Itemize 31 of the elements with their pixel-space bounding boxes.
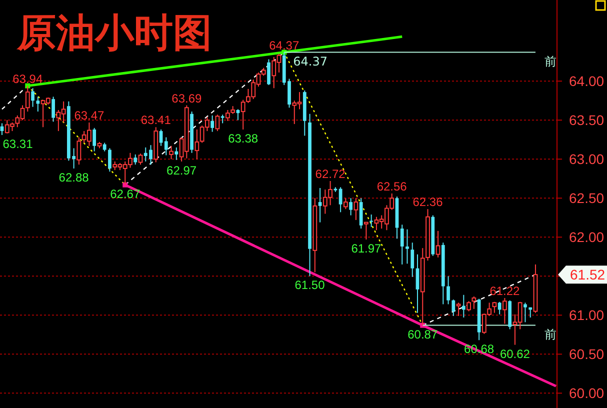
text: 62.72: [315, 166, 346, 181]
text: 61.97: [351, 241, 382, 256]
text: 63.94: [12, 72, 43, 86]
text: 60.62: [500, 346, 530, 361]
y-tick-label: 63.50: [569, 112, 604, 128]
data-label: 64.37: [293, 54, 328, 68]
text: 61.52: [570, 266, 606, 283]
text: 61.22: [490, 284, 520, 298]
y-tick-label: 60.00: [569, 385, 604, 402]
text: 60.87: [408, 327, 438, 342]
text: 63.31: [2, 136, 33, 151]
text: 63.69: [172, 91, 202, 106]
data-label: 前: [544, 327, 556, 342]
text: 63.47: [74, 108, 104, 122]
text: 61.50: [294, 278, 325, 292]
y-tick-label: 64.00: [569, 73, 604, 90]
text: 63.41: [140, 113, 171, 128]
y-tick-label: 60.50: [569, 346, 604, 362]
text: 62.56: [376, 179, 407, 194]
y-tick-label: 63.00: [569, 151, 604, 168]
y-tick-label: 62.50: [569, 190, 604, 206]
y-tick-label: 61.00: [569, 307, 604, 324]
text: 62.88: [58, 170, 89, 185]
chart-title: 原油小时图: [16, 11, 212, 56]
text: 64.37: [269, 38, 300, 52]
data-label: 前: [544, 54, 556, 68]
y-tick-label: 62.00: [569, 229, 604, 246]
text: 62.67: [110, 186, 140, 201]
text: 62.97: [166, 163, 197, 178]
text: 63.38: [228, 132, 258, 146]
text: 62.36: [412, 195, 443, 210]
